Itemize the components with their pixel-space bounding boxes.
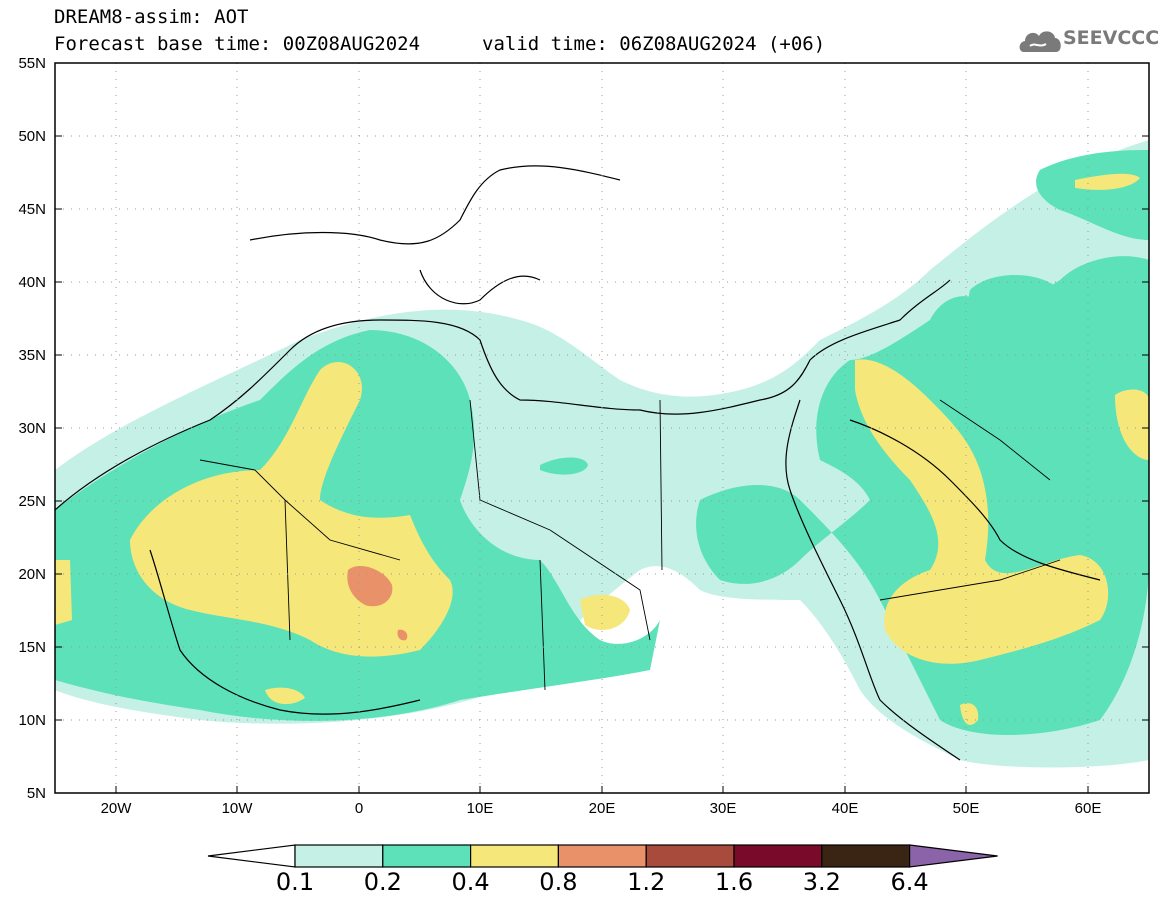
valid-time: valid time: 06Z08AUG2024 (+06) <box>482 33 826 55</box>
colorbar-segment <box>557 844 647 868</box>
colorbar-label: 1.6 <box>714 868 754 896</box>
lon-tick: 60E <box>1075 800 1102 817</box>
lat-tick: 10N <box>18 712 46 729</box>
cloud-icon <box>1019 31 1061 52</box>
lon-tick: 20W <box>101 800 133 817</box>
lat-tick: 55N <box>18 55 46 72</box>
lat-tick: 50N <box>18 128 46 145</box>
aot-band-0-8 <box>347 565 408 641</box>
lat-tickmarks <box>55 135 1149 721</box>
lon-axis: 20W 10W 0 10E 20E 30E 40E 50E 60E <box>101 800 1102 817</box>
colorbar-label: 6.4 <box>890 868 929 896</box>
map-title: DREAM8-assim: AOT <box>54 6 249 28</box>
seevccc-logo: SEEVCCC <box>1063 27 1160 49</box>
lat-tick: 30N <box>18 420 46 437</box>
colorbar-segment <box>382 844 472 868</box>
colorbar-segment <box>821 844 911 868</box>
colorbar-segment <box>470 844 560 868</box>
lon-tickmarks <box>115 786 1089 793</box>
colorbar-label: 0.1 <box>275 868 315 896</box>
lat-tick: 25N <box>18 493 46 510</box>
colorbar-label: 1.2 <box>627 868 666 896</box>
lat-tick: 45N <box>18 201 46 218</box>
colorbar-label: 0.2 <box>363 868 402 896</box>
lon-tick: 50E <box>953 800 980 817</box>
colorbar-segment <box>733 844 823 868</box>
lon-tick: 10E <box>467 800 494 817</box>
lat-tick: 20N <box>18 566 46 583</box>
lon-tick: 10W <box>222 800 254 817</box>
lat-axis: 55N 50N 45N 40N 35N 30N 25N 20N 15N 10N … <box>18 55 46 802</box>
lat-tick: 15N <box>18 639 46 656</box>
lon-tick: 40E <box>832 800 859 817</box>
country-borders <box>199 399 1061 691</box>
colorbar-label: 3.2 <box>802 868 841 896</box>
colorbar-arrow-low <box>207 844 296 868</box>
lat-tick: 40N <box>18 274 46 291</box>
lon-gridlines <box>115 63 1089 793</box>
aot-colorbar <box>207 844 998 868</box>
lon-tick: 0 <box>355 800 363 817</box>
colorbar-segment <box>294 844 384 868</box>
colorbar-label: 0.8 <box>539 868 578 896</box>
colorbar-segment <box>645 844 735 868</box>
lat-tick: 35N <box>18 347 46 364</box>
coastlines <box>55 165 1101 761</box>
lon-tick: 30E <box>710 800 737 817</box>
lat-tick: 5N <box>27 785 46 802</box>
forecast-base-time: Forecast base time: 00Z08AUG2024 <box>54 33 421 55</box>
colorbar-label: 0.4 <box>451 868 490 896</box>
lon-tick: 20E <box>589 800 616 817</box>
colorbar-arrow-high <box>908 844 998 868</box>
